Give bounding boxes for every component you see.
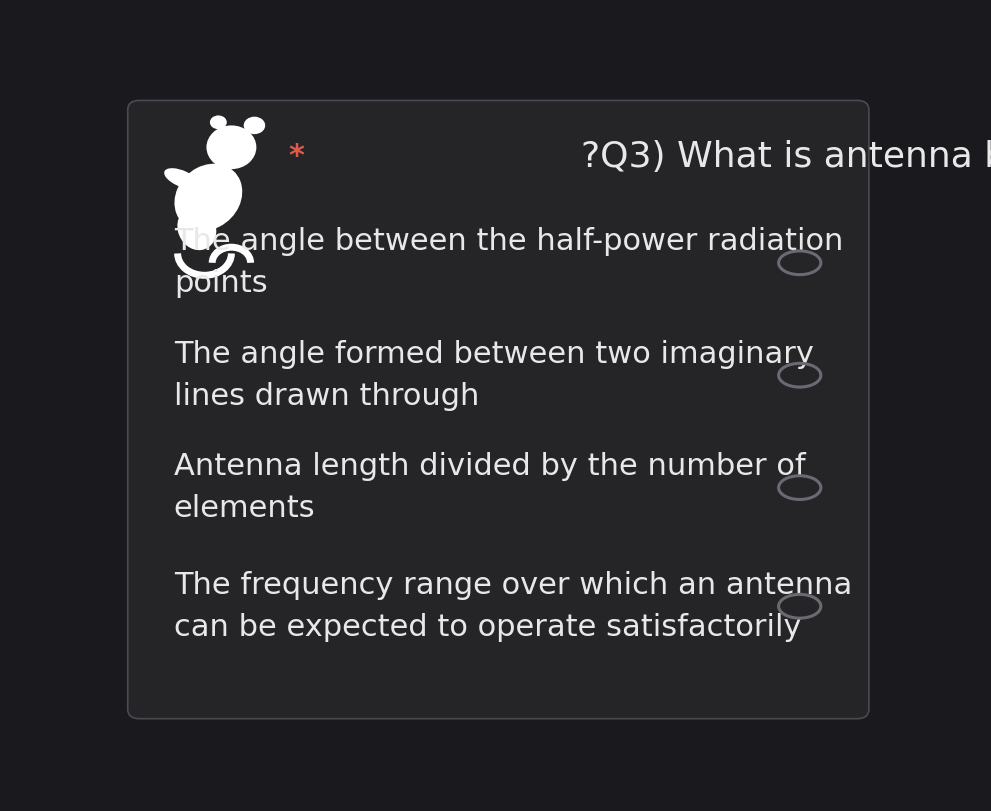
- Text: *: *: [288, 142, 304, 171]
- Ellipse shape: [244, 117, 266, 134]
- Ellipse shape: [174, 164, 242, 231]
- Ellipse shape: [165, 168, 199, 189]
- Ellipse shape: [206, 126, 257, 169]
- Text: Antenna length divided by the number of
elements: Antenna length divided by the number of …: [173, 453, 806, 523]
- FancyBboxPatch shape: [128, 101, 869, 719]
- Text: The frequency range over which an antenna
can be expected to operate satisfactor: The frequency range over which an antenn…: [173, 571, 852, 642]
- Ellipse shape: [210, 115, 227, 129]
- Ellipse shape: [177, 207, 216, 250]
- Text: The angle between the half-power radiation
points: The angle between the half-power radiati…: [173, 227, 843, 298]
- Text: ?Q3) What is antenna bandwidth: ?Q3) What is antenna bandwidth: [581, 139, 991, 174]
- Text: The angle formed between two imaginary
lines drawn through: The angle formed between two imaginary l…: [173, 340, 814, 410]
